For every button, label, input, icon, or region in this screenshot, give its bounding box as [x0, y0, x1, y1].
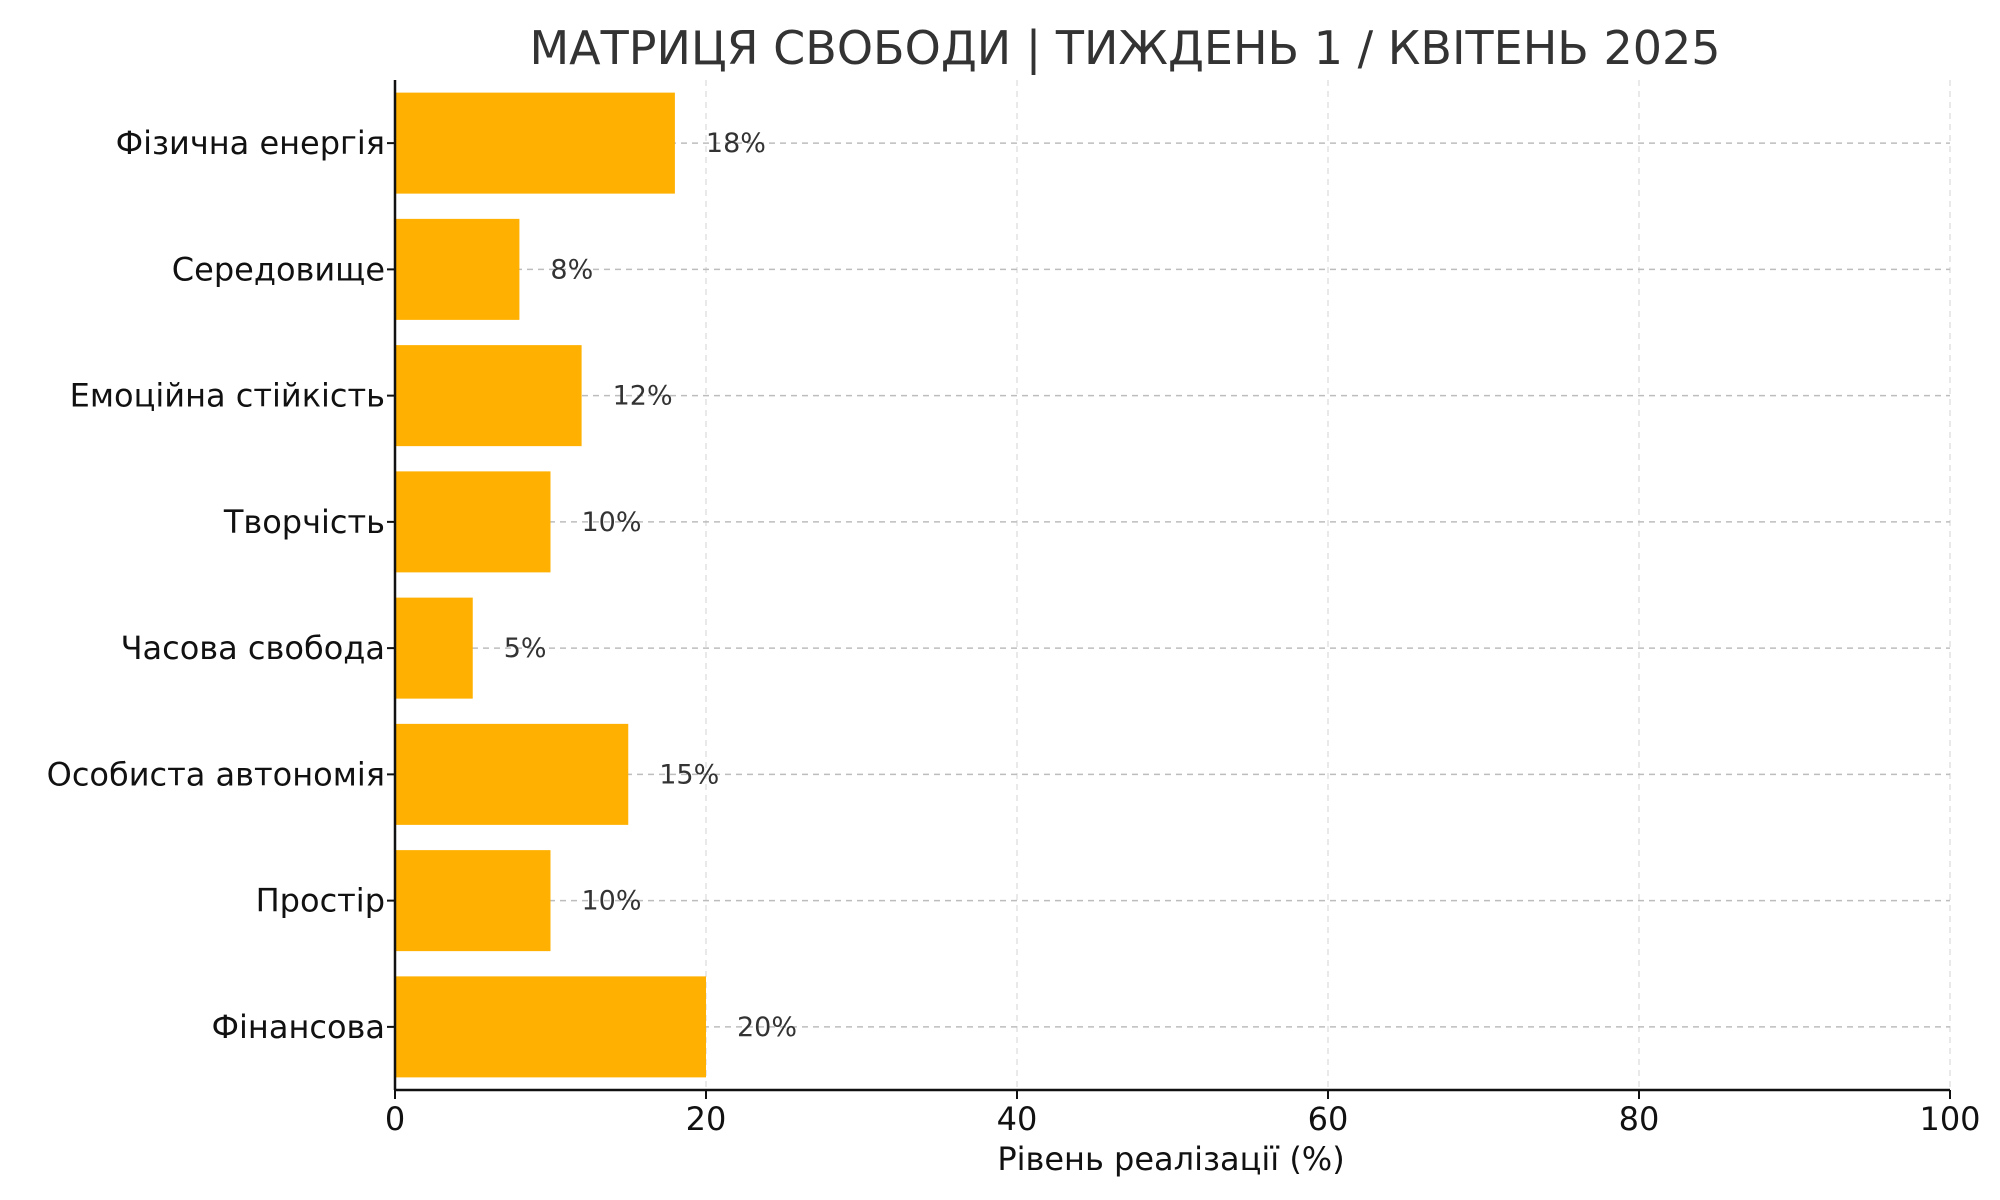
x-tick-label: 100 [1919, 1100, 1980, 1138]
x-tick-label: 20 [686, 1100, 727, 1138]
data-label: 18% [706, 128, 766, 159]
y-tick-label: Особиста автономія [47, 755, 385, 793]
data-label: 8% [550, 254, 593, 285]
bar [395, 471, 551, 573]
bar [395, 218, 520, 320]
x-tick-label: 80 [1619, 1100, 1660, 1138]
data-label: 10% [582, 507, 642, 538]
y-tick-label: Творчість [223, 503, 385, 541]
y-tick-label: Емоційна стійкість [70, 377, 385, 415]
bar [395, 850, 551, 952]
y-tick-label: Простір [256, 882, 385, 920]
y-tick-label: Середовище [172, 250, 385, 288]
axes-group: Фізична енергія Середовище Емоційна стійкі… [47, 80, 1981, 1138]
y-tick-label: Часова свобода [121, 629, 385, 667]
grid-lines [395, 80, 1951, 1090]
x-tick-label: 0 [385, 1100, 405, 1138]
x-tick-label: 40 [997, 1100, 1038, 1138]
bars-group: 18% 8% 12% 10% 5% 15% 10% 20% [395, 92, 797, 1078]
bar [395, 723, 629, 825]
x-tick-label: 60 [1308, 1100, 1349, 1138]
bar [395, 345, 582, 447]
y-tick-label: Фінансова [211, 1008, 385, 1046]
bar [395, 597, 473, 699]
data-label: 5% [504, 633, 547, 664]
bar [395, 92, 675, 194]
data-label: 12% [613, 381, 673, 412]
bar [395, 976, 706, 1078]
x-axis-title: Рівень реалізації (%) [997, 1140, 1344, 1178]
chart-title: МАТРИЦЯ СВОБОДИ | ТИЖДЕНЬ 1 / КВІТЕНЬ 20… [529, 21, 1720, 76]
data-label: 10% [582, 886, 642, 917]
data-label: 15% [659, 759, 719, 790]
data-label: 20% [737, 1012, 797, 1043]
y-tick-label: Фізична енергія [116, 124, 385, 162]
